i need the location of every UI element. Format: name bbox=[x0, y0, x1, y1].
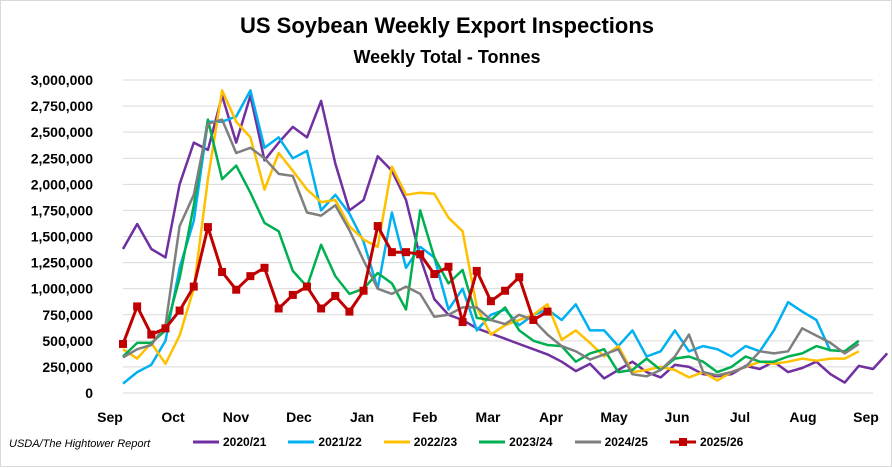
data-point-2025-26 bbox=[515, 273, 524, 282]
legend-item: 2024/25 bbox=[574, 435, 648, 449]
data-point-2025-26 bbox=[189, 282, 198, 291]
data-point-2025-26 bbox=[444, 262, 453, 271]
source-note: USDA/The Hightower Report bbox=[9, 438, 151, 450]
grid-lines bbox=[123, 79, 873, 394]
y-tick-label: 2,750,000 bbox=[31, 98, 93, 114]
data-point-2025-26 bbox=[416, 250, 425, 259]
x-tick-label: Sep bbox=[97, 409, 123, 425]
legend-swatch-marker bbox=[678, 438, 687, 446]
legend-item: 2023/24 bbox=[479, 435, 553, 449]
legend-label: 2023/24 bbox=[509, 435, 553, 449]
data-point-2025-26 bbox=[218, 267, 227, 276]
y-tick-label: 1,250,000 bbox=[31, 255, 93, 271]
data-point-2025-26 bbox=[472, 266, 481, 275]
x-tick-label: Aug bbox=[789, 409, 816, 425]
x-tick-label: Apr bbox=[539, 409, 564, 425]
chart-subtitle: Weekly Total - Tonnes bbox=[353, 47, 541, 67]
data-point-2025-26 bbox=[486, 297, 495, 306]
data-point-2025-26 bbox=[359, 286, 368, 295]
legend-item: 2022/23 bbox=[383, 435, 458, 449]
data-point-2025-26 bbox=[373, 222, 382, 231]
legend-swatch bbox=[288, 440, 315, 444]
x-tick-label: Sep bbox=[853, 409, 879, 425]
data-point-2025-26 bbox=[119, 339, 127, 348]
y-tick-label: 1,750,000 bbox=[31, 202, 93, 218]
data-point-2025-26 bbox=[246, 272, 255, 281]
legend-swatch bbox=[574, 440, 601, 444]
data-point-2025-26 bbox=[317, 304, 326, 313]
legend-swatch bbox=[479, 440, 506, 444]
series-lines bbox=[119, 89, 889, 385]
legend-swatch bbox=[669, 438, 696, 446]
data-point-2025-26 bbox=[161, 324, 170, 333]
legend-item: 2025/26 bbox=[669, 435, 744, 449]
y-tick-label: 2,000,000 bbox=[31, 176, 93, 192]
data-point-2025-26 bbox=[147, 330, 156, 339]
y-tick-label: 500,000 bbox=[42, 333, 93, 349]
legend-label: 2022/23 bbox=[413, 435, 458, 449]
data-point-2025-26 bbox=[430, 270, 439, 279]
x-tick-label: Nov bbox=[223, 409, 250, 425]
data-point-2025-26 bbox=[543, 307, 552, 316]
data-point-2025-26 bbox=[288, 290, 297, 299]
data-point-2025-26 bbox=[260, 263, 269, 272]
legend-swatch bbox=[383, 440, 410, 444]
data-point-2025-26 bbox=[345, 307, 354, 316]
y-tick-label: 1,000,000 bbox=[31, 281, 93, 297]
legend-item: 2020/21 bbox=[193, 435, 266, 449]
y-tick-label: 750,000 bbox=[42, 307, 93, 323]
legend-label: 2021/22 bbox=[318, 435, 362, 449]
data-point-2025-26 bbox=[458, 318, 467, 327]
x-tick-label: May bbox=[600, 409, 627, 425]
y-tick-label: 2,250,000 bbox=[31, 150, 93, 166]
data-point-2025-26 bbox=[203, 223, 212, 232]
x-tick-label: Mar bbox=[476, 409, 501, 425]
legend-item: 2021/22 bbox=[288, 435, 362, 449]
data-point-2025-26 bbox=[302, 282, 311, 291]
data-point-2025-26 bbox=[402, 248, 411, 257]
data-point-2025-26 bbox=[175, 306, 184, 315]
x-tick-label: Oct bbox=[161, 409, 185, 425]
data-point-2025-26 bbox=[529, 315, 538, 324]
legend-label: 2020/21 bbox=[223, 435, 267, 449]
data-point-2025-26 bbox=[133, 302, 142, 311]
y-tick-label: 1,500,000 bbox=[31, 229, 93, 245]
series-line-2020-21 bbox=[121, 94, 889, 384]
y-axis-ticks: 0 250,000 500,000 750,000 1,000,000 1,250,000… bbox=[31, 72, 94, 401]
x-tick-label: Jan bbox=[350, 409, 374, 425]
y-tick-label: 250,000 bbox=[42, 359, 93, 375]
series-line-2024-25 bbox=[122, 118, 860, 378]
legend-label: 2024/25 bbox=[604, 435, 648, 449]
data-point-2025-26 bbox=[387, 248, 396, 257]
data-point-2025-26 bbox=[331, 291, 340, 300]
x-tick-label: Feb bbox=[413, 409, 438, 425]
x-axis-ticks: Sep Oct Nov Dec Jan Feb Mar Apr May Jun Jul Aug Sep bbox=[97, 409, 879, 425]
data-point-2025-26 bbox=[232, 285, 241, 294]
chart-title: US Soybean Weekly Export Inspections bbox=[239, 13, 655, 38]
y-tick-label: 2,500,000 bbox=[31, 124, 93, 140]
y-tick-label: 0 bbox=[85, 385, 93, 401]
legend-swatch bbox=[193, 440, 219, 444]
legend-label: 2025/26 bbox=[699, 435, 744, 449]
x-tick-label: Dec bbox=[286, 409, 312, 425]
y-tick-label: 3,000,000 bbox=[31, 72, 93, 88]
x-tick-label: Jul bbox=[730, 409, 750, 425]
data-point-2025-26 bbox=[501, 286, 510, 295]
data-point-2025-26 bbox=[274, 304, 283, 313]
series-line-2021-22 bbox=[122, 89, 832, 385]
legend: 2020/21 2021/22 2022/23 2023/24 2024/25 2025/… bbox=[193, 435, 765, 449]
x-tick-label: Jun bbox=[665, 409, 690, 425]
